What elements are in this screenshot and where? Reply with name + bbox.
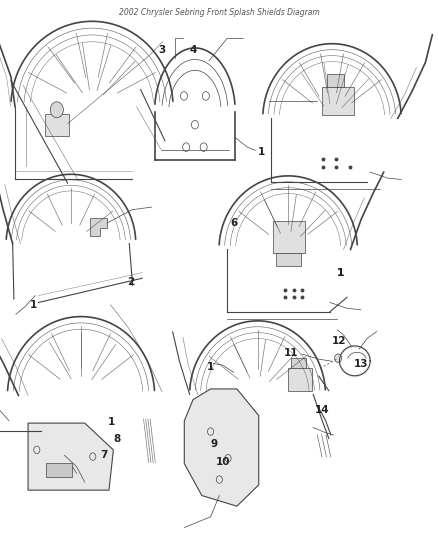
Text: 7: 7 — [101, 450, 108, 461]
Text: 14: 14 — [314, 406, 329, 415]
Text: 1: 1 — [108, 417, 115, 427]
Text: 3: 3 — [158, 45, 165, 55]
FancyBboxPatch shape — [288, 368, 312, 391]
Text: 4: 4 — [189, 45, 196, 55]
Text: 8: 8 — [114, 434, 121, 445]
Text: 2002 Chrysler Sebring Front Splash Shields Diagram: 2002 Chrysler Sebring Front Splash Shiel… — [119, 8, 319, 17]
Polygon shape — [184, 389, 259, 506]
Text: 2: 2 — [127, 278, 134, 287]
Text: 10: 10 — [216, 457, 231, 467]
FancyBboxPatch shape — [291, 358, 306, 368]
FancyBboxPatch shape — [273, 221, 304, 253]
Text: 1: 1 — [337, 269, 345, 278]
Circle shape — [335, 354, 342, 362]
FancyBboxPatch shape — [321, 87, 354, 115]
Text: 1: 1 — [30, 301, 37, 310]
Text: 9: 9 — [211, 439, 218, 449]
Polygon shape — [46, 463, 72, 477]
Circle shape — [50, 102, 64, 118]
Text: 1: 1 — [258, 147, 265, 157]
FancyBboxPatch shape — [327, 74, 344, 87]
Text: 1: 1 — [206, 362, 214, 372]
Polygon shape — [90, 217, 107, 236]
Polygon shape — [28, 423, 113, 490]
Text: 1: 1 — [337, 269, 345, 278]
Text: 12: 12 — [332, 336, 347, 346]
Text: 11: 11 — [284, 349, 298, 358]
FancyBboxPatch shape — [45, 114, 69, 136]
Text: 6: 6 — [230, 218, 238, 228]
FancyBboxPatch shape — [276, 253, 300, 266]
Text: 13: 13 — [354, 359, 368, 369]
